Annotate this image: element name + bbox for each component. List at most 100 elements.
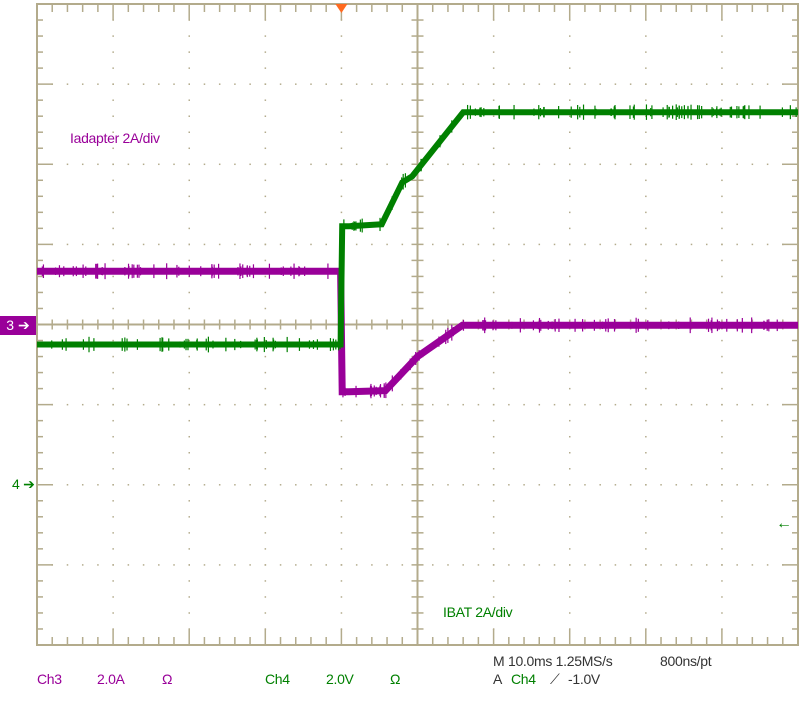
graticule-dot [127,163,130,166]
graticule-dot [721,195,723,198]
graticule-dot [112,291,114,294]
ch4-ground-marker[interactable]: 4 ➔ [12,476,35,492]
graticule-dot [447,484,449,486]
graticule-dot [569,147,571,150]
graticule-dot [569,259,571,262]
graticule-dot [112,516,114,518]
graticule-dot [142,83,145,85]
graticule-dot [142,163,145,166]
graticule-dot [112,275,114,278]
graticule-dot [690,564,693,566]
graticule-dot [553,484,556,486]
graticule-dot [112,500,114,502]
graticule-dot [645,580,647,582]
graticule-dot [721,564,723,566]
graticule-dot [721,163,723,166]
graticule-dot [538,564,541,566]
graticule-dot [492,628,495,630]
graticule-dot [188,419,190,422]
graticule-dot [492,259,495,262]
graticule-dot [340,532,343,534]
graticule-dot [599,564,601,566]
graticule-dot [112,131,114,133]
graticule-dot [203,83,206,85]
graticule-dot [355,564,358,566]
graticule-dot [340,403,343,406]
graticule-dot [112,612,114,614]
graticule-dot [645,243,647,246]
ch3-readout-name: Ch3 [37,671,62,687]
graticule-dot [264,291,267,294]
graticule-dot [492,564,495,566]
graticule-dot [447,243,449,246]
graticule-dot [569,83,571,85]
graticule-dot [188,67,190,69]
graticule-dot [264,548,267,550]
graticule-dot [234,564,236,566]
graticule-dot [188,387,190,390]
graticule-dot [310,564,312,566]
graticule-dot [782,243,784,246]
graticule-dot [584,83,586,85]
graticule-dot [721,211,723,214]
graticule-dot [721,291,723,294]
graticule-dot [188,435,190,438]
graticule-dot [386,163,388,166]
graticule-dot [645,564,647,566]
graticule-dot [188,564,190,566]
graticule-dot [188,99,190,101]
graticule-dot [188,307,190,310]
graticule-dot [492,3,495,5]
ch3-ground-marker[interactable]: 3 ➔ [0,316,36,335]
graticule-dot [645,99,647,101]
graticule-dot [127,403,130,406]
trigger-level: -1.0V [568,671,600,687]
graticule-dot [599,243,601,246]
graticule-dot [782,564,784,566]
graticule-dot [721,580,723,582]
graticule-dot [736,564,738,566]
graticule-dot [340,516,343,518]
graticule-dot [462,243,464,246]
graticule-dot [492,99,495,101]
graticule-dot [97,83,99,85]
graticule-dot [523,403,525,406]
graticule-dot [432,83,434,85]
graticule-dot [569,195,571,198]
graticule-dot [675,484,678,486]
graticule-dot [645,195,647,198]
graticule-dot [249,163,251,166]
graticule-dot [477,484,480,486]
trigger-position-marker [335,4,348,13]
graticule-dot [462,484,464,486]
graticule-dot [569,99,571,101]
graticule-dot [97,163,99,166]
graticule-dot [340,67,343,69]
graticule-dot [690,83,693,85]
graticule-dot [492,35,495,37]
graticule-dot [36,243,38,246]
graticule-dot [112,99,114,101]
graticule-dot [569,51,571,53]
graticule-dot [188,532,190,534]
graticule-dot [112,628,114,630]
graticule-dot [569,452,571,454]
graticule-dot [416,243,419,246]
graticule-dot [569,275,571,278]
graticule-dot [386,403,388,406]
graticule-dot [797,163,799,166]
graticule-dot [721,403,723,406]
graticule-dot [142,403,145,406]
graticule-dot [569,387,571,390]
graticule-dot [705,403,708,406]
graticule-dot [569,35,571,37]
graticule-dot [325,403,327,406]
graticule-dot [553,564,556,566]
graticule-dot [188,355,190,358]
graticule-dot [675,83,678,85]
graticule-dot [112,163,114,166]
rising-edge-icon: ⟋ [550,671,560,687]
graticule-dot [492,67,495,69]
graticule-dot [553,83,556,85]
